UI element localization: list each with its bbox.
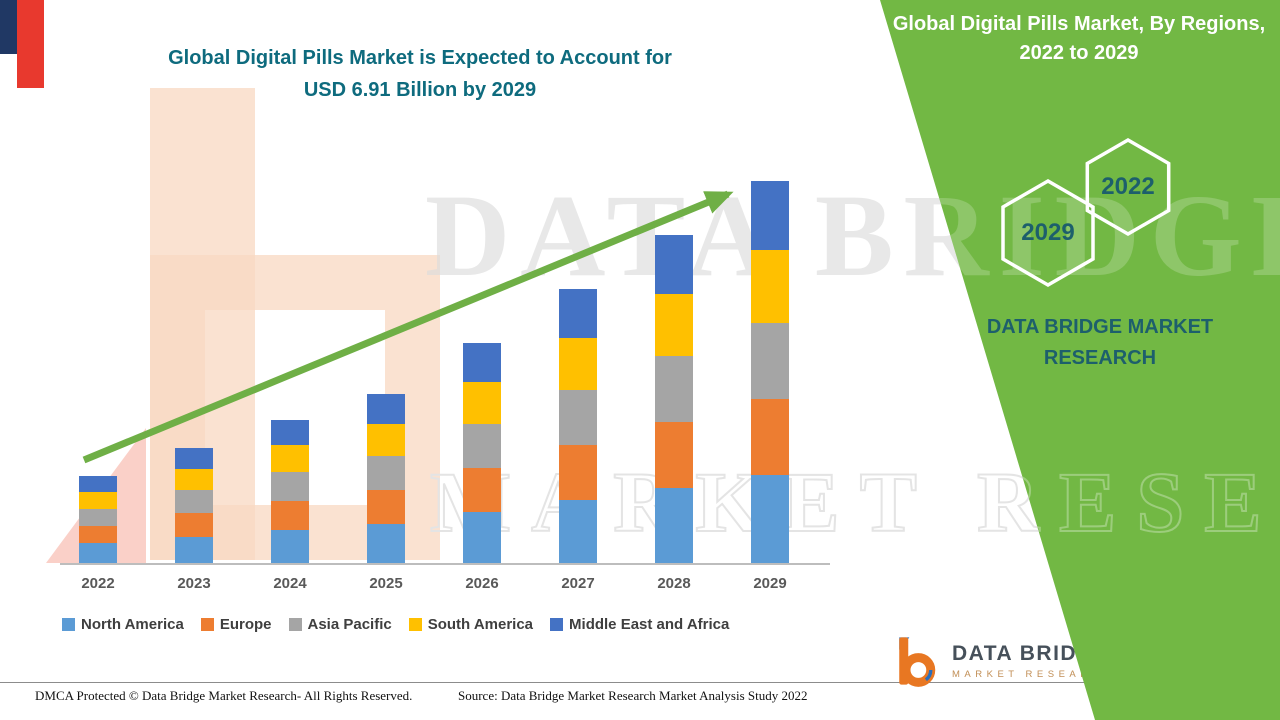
bar-segment-middle-east-and-africa xyxy=(271,419,309,446)
legend-swatch xyxy=(288,618,302,631)
legend-swatch xyxy=(408,618,422,631)
panel-brand-text: DATA BRIDGE MARKET RESEARCH xyxy=(930,312,1270,374)
corner-logo-red-bar xyxy=(17,0,44,88)
footer-divider xyxy=(0,682,1280,683)
x-axis-label-2024: 2024 xyxy=(273,575,307,592)
bar-segment-south-america xyxy=(559,338,597,391)
corner-logo-navy-bar xyxy=(0,0,17,54)
legend-item-asia-pacific: Asia Pacific xyxy=(288,616,392,633)
bar-segment-asia-pacific xyxy=(559,390,597,445)
bar-2027 xyxy=(559,288,597,563)
x-axis-label-2027: 2027 xyxy=(561,575,595,592)
bar-segment-south-america xyxy=(463,381,501,424)
legend-swatch xyxy=(62,618,75,631)
legend-swatch xyxy=(200,618,214,631)
x-axis-label-2022: 2022 xyxy=(81,575,115,592)
bar-segment-middle-east-and-africa xyxy=(463,343,501,382)
databridge-logo-text: DATA BRIDGE MARKET RESEARCH xyxy=(952,642,1114,680)
bar-segment-south-america xyxy=(367,424,405,457)
bar-segment-south-america xyxy=(655,293,693,356)
legend-item-south-america: South America xyxy=(408,616,534,633)
bar-segment-europe xyxy=(271,501,309,530)
bar-2022 xyxy=(79,476,117,563)
bar-segment-asia-pacific xyxy=(655,355,693,422)
hexagon-year-2022: 2022 xyxy=(1101,173,1155,200)
legend-item-europe: Europe xyxy=(200,616,272,633)
bar-segment-south-america xyxy=(175,468,213,491)
bar-segment-europe xyxy=(175,513,213,537)
bar-segment-north-america xyxy=(751,475,789,563)
logo-subtitle: MARKET RESEARCH xyxy=(952,669,1115,680)
bar-2029 xyxy=(751,181,789,563)
bar-segment-asia-pacific xyxy=(175,490,213,514)
x-axis-label-2025: 2025 xyxy=(369,575,403,592)
bar-segment-middle-east-and-africa xyxy=(655,235,693,294)
bar-segment-middle-east-and-africa xyxy=(751,181,789,251)
x-axis-label-2023: 2023 xyxy=(177,575,211,592)
panel-title: Global Digital Pills Market, By Regions,… xyxy=(884,10,1274,68)
bar-segment-asia-pacific xyxy=(751,322,789,399)
bar-2026 xyxy=(463,343,501,563)
bar-segment-north-america xyxy=(79,543,117,563)
bar-segment-europe xyxy=(79,526,117,544)
legend-label: Europe xyxy=(219,616,272,633)
bar-segment-europe xyxy=(559,444,597,500)
side-panel: DATA BRIDGE MARKET RESEARCH Global Digit… xyxy=(880,0,1280,720)
bar-segment-europe xyxy=(367,490,405,525)
panel-brand-line1: DATA BRIDGE MARKET xyxy=(986,316,1214,338)
x-axis-label-2029: 2029 xyxy=(753,575,787,592)
bar-segment-middle-east-and-africa xyxy=(559,288,597,339)
x-axis-label-2026: 2026 xyxy=(465,575,499,592)
bar-segment-middle-east-and-africa xyxy=(367,393,405,425)
panel-title-line2: 2022 to 2029 xyxy=(1019,42,1139,64)
legend-label: South America xyxy=(427,616,534,633)
hexagon-graphics xyxy=(1001,137,1171,288)
bar-2025 xyxy=(367,393,405,563)
bar-2028 xyxy=(655,235,693,563)
bar-segment-asia-pacific xyxy=(79,508,117,527)
chart-legend: North America Europe Asia Pacific South Ame… xyxy=(62,616,729,633)
databridge-logo: DATA BRIDGE MARKET RESEARCH xyxy=(888,634,1114,688)
bar-segment-asia-pacific xyxy=(367,456,405,491)
bar-segment-north-america xyxy=(559,500,597,563)
bar-segment-asia-pacific xyxy=(463,423,501,468)
footer-dmca-text: DMCA Protected © Data Bridge Market Rese… xyxy=(35,688,413,703)
bar-chart-plot-area xyxy=(60,181,830,565)
databridge-logo-icon xyxy=(899,637,936,687)
x-axis-label-2028: 2028 xyxy=(657,575,691,592)
bar-segment-europe xyxy=(751,398,789,476)
chart-title-line2: USD 6.91 Billion by 2029 xyxy=(303,79,537,101)
bar-segment-europe xyxy=(463,467,501,513)
legend-label: North America xyxy=(81,616,184,633)
panel-brand-line2: RESEARCH xyxy=(1043,347,1157,369)
bar-segment-middle-east-and-africa xyxy=(79,476,117,493)
panel-title-line1: Global Digital Pills Market, By Regions, xyxy=(892,13,1266,35)
legend-item-middle-east-and-africa: Middle East and Africa xyxy=(550,616,729,633)
bar-segment-north-america xyxy=(175,536,213,563)
logo-title: DATA BRIDGE xyxy=(952,642,1111,665)
chart-title-line1: Global Digital Pills Market is Expected … xyxy=(168,47,672,69)
legend-item-north-america: North America xyxy=(62,616,184,633)
bar-segment-north-america xyxy=(463,512,501,563)
bar-segment-north-america xyxy=(271,529,309,563)
bar-segment-south-america xyxy=(271,445,309,473)
bar-segment-south-america xyxy=(751,250,789,323)
legend-label: Middle East and Africa xyxy=(569,616,730,633)
hexagon-year-2029: 2029 xyxy=(1021,219,1075,246)
bar-2023 xyxy=(175,448,213,563)
bar-segment-middle-east-and-africa xyxy=(175,448,213,469)
bar-segment-north-america xyxy=(367,524,405,563)
chart-title: Global Digital Pills Market is Expected … xyxy=(100,42,740,106)
bar-segment-north-america xyxy=(655,487,693,563)
bar-2024 xyxy=(271,419,309,563)
bar-segment-south-america xyxy=(79,492,117,509)
footer-source-text: Source: Data Bridge Market Research Mark… xyxy=(458,688,808,703)
x-axis-labels: 2022 2023 2024 2025 2026 2027 2028 2029 xyxy=(60,575,830,599)
bar-segment-europe xyxy=(655,421,693,488)
legend-swatch xyxy=(550,618,564,631)
bar-segment-asia-pacific xyxy=(271,472,309,502)
legend-label: Asia Pacific xyxy=(307,616,392,633)
